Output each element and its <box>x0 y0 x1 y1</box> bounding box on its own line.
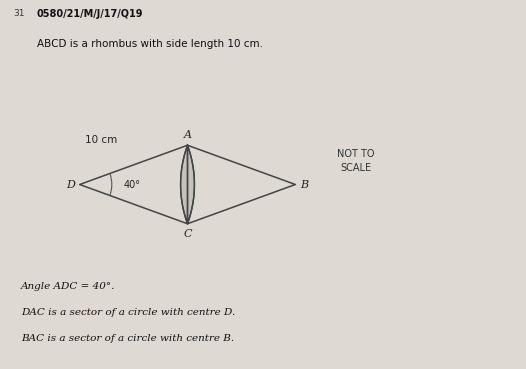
Text: SCALE: SCALE <box>340 163 371 173</box>
Text: ABCD is a rhombus with side length 10 cm.: ABCD is a rhombus with side length 10 cm… <box>37 39 263 49</box>
Text: 31: 31 <box>13 9 25 18</box>
Text: Angle ADC = 40°.: Angle ADC = 40°. <box>21 282 115 291</box>
Text: C: C <box>183 229 192 239</box>
Text: B: B <box>300 179 308 190</box>
Text: A: A <box>184 130 191 140</box>
Text: 40°: 40° <box>123 179 140 190</box>
Text: D: D <box>66 179 75 190</box>
Text: NOT TO: NOT TO <box>337 149 375 159</box>
Polygon shape <box>180 145 195 224</box>
Text: DAC is a sector of a circle with centre D.: DAC is a sector of a circle with centre … <box>21 308 235 317</box>
Text: 10 cm: 10 cm <box>85 135 118 145</box>
Text: BAC is a sector of a circle with centre B.: BAC is a sector of a circle with centre … <box>21 334 234 343</box>
Text: 0580/21/M/J/17/Q19: 0580/21/M/J/17/Q19 <box>37 9 143 19</box>
